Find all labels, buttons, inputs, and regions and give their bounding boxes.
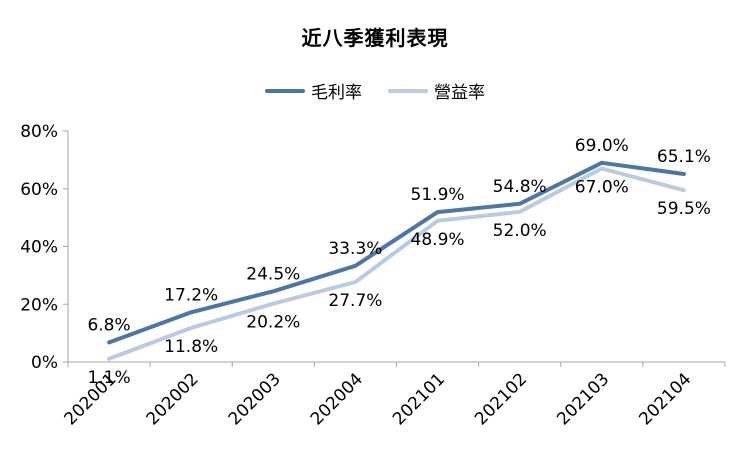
legend-item-gross-margin: 毛利率: [265, 78, 362, 103]
legend-label-operating-margin: 營益率: [434, 83, 485, 103]
data-label-operating-margin: 20.2%: [246, 313, 300, 333]
data-label-operating-margin: 59.5%: [657, 199, 711, 219]
legend-label-gross-margin: 毛利率: [311, 83, 362, 103]
series-line-operating-margin: [107, 166, 686, 361]
data-label-operating-margin: 1.1%: [87, 368, 130, 388]
chart-title: 近八季獲利表現: [301, 26, 449, 50]
x-tick-label: 202004: [307, 369, 367, 429]
x-tick-label: 202002: [143, 369, 203, 429]
data-label-gross-margin: 24.5%: [246, 264, 300, 284]
y-tick-label: 40%: [20, 238, 58, 258]
y-tick-label: 80%: [20, 122, 58, 142]
data-label-gross-margin: 33.3%: [328, 239, 382, 259]
x-tick-label: 202003: [225, 369, 285, 429]
data-label-operating-margin: 48.9%: [411, 230, 465, 250]
x-tick-label: 202101: [389, 369, 449, 429]
y-tick-label: 0%: [31, 353, 58, 373]
data-label-gross-margin: 65.1%: [657, 147, 711, 167]
data-label-operating-margin: 67.0%: [575, 178, 629, 198]
legend-swatch-gross-margin: [265, 88, 305, 93]
legend-item-operating-margin: 營益率: [388, 78, 485, 103]
data-label-operating-margin: 27.7%: [328, 291, 382, 311]
x-tick-label: 202104: [635, 369, 695, 429]
data-label-gross-margin: 54.8%: [493, 177, 547, 197]
data-label-gross-margin: 69.0%: [575, 136, 629, 156]
series-line-gross-margin: [107, 160, 686, 345]
x-tick-label: 202102: [471, 369, 531, 429]
data-label-gross-margin: 17.2%: [164, 285, 218, 305]
data-label-gross-margin: 51.9%: [411, 185, 465, 205]
x-tick-label: 202103: [553, 369, 613, 429]
data-label-gross-margin: 6.8%: [87, 315, 130, 335]
legend: 毛利率 營益率: [0, 78, 750, 103]
data-label-operating-margin: 52.0%: [493, 221, 547, 241]
legend-swatch-operating-margin: [388, 88, 428, 93]
y-tick-label: 20%: [20, 295, 58, 315]
data-label-operating-margin: 11.8%: [164, 337, 218, 357]
y-tick-label: 60%: [20, 180, 58, 200]
